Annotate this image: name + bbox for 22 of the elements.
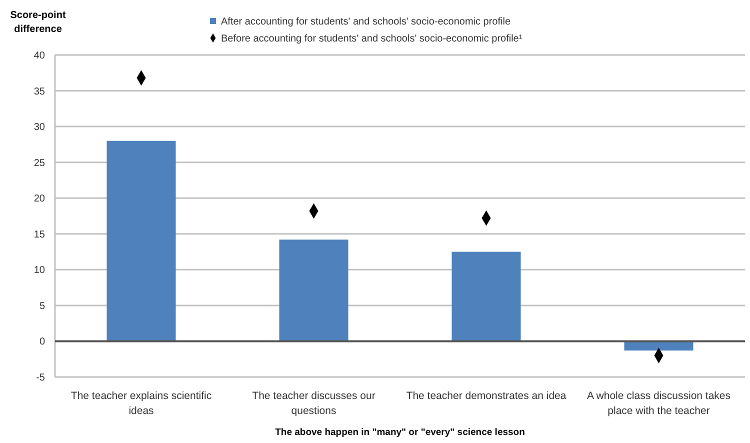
x-tick-label: The teacher demonstrates an idea <box>406 390 566 402</box>
y-tick-label: 25 <box>34 158 46 169</box>
y-axis-title: Score-point difference <box>10 10 66 35</box>
legend-label: After accounting for students' and schools' socio-economic profile <box>221 16 511 28</box>
bar <box>279 240 348 342</box>
x-axis-title: The above happen in "many" or "every" science lesson <box>275 427 526 438</box>
y-tick-label: 0 <box>39 336 46 348</box>
y-tick-label: 5 <box>39 300 46 312</box>
y-tick-label: 40 <box>34 50 46 62</box>
x-tick-label: The teacher discusses our questions <box>252 390 376 417</box>
bar <box>452 252 521 342</box>
y-tick-label: 20 <box>34 194 46 205</box>
y-tick-label: -5 <box>36 372 46 384</box>
y-tick-label: 30 <box>34 122 46 134</box>
y-tick-label: 35 <box>34 86 46 98</box>
x-tick-label: The teacher explains scientific ideas <box>70 390 212 417</box>
y-tick-label: 10 <box>34 265 46 276</box>
y-tick-label: 15 <box>34 229 46 240</box>
bar <box>624 341 694 351</box>
x-tick-label: A whole class discussion takes place with the teacher <box>586 390 731 417</box>
bar <box>106 140 176 342</box>
legend-label: Before accounting for students' and schools' socio-economic profile¹ <box>221 34 523 44</box>
